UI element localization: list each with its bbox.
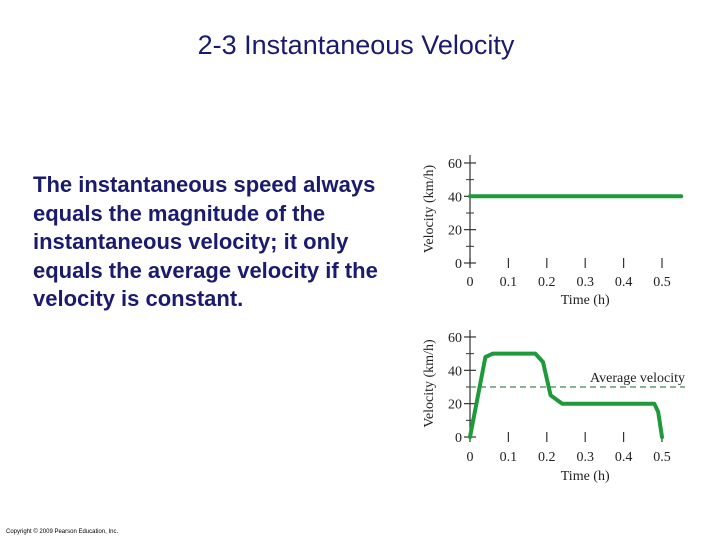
body-text: The instantaneous speed always equals th… <box>33 172 378 311</box>
x-tick-label: 0.3 <box>576 450 594 465</box>
copyright-text: Copyright © 2009 Pearson Education, Inc. <box>6 529 119 535</box>
x-tick-label: 0.2 <box>538 275 556 290</box>
y-tick-label: 0 <box>455 431 462 446</box>
x-tick-label: 0.5 <box>653 275 671 290</box>
y-tick-label: 20 <box>448 398 462 413</box>
y-tick-label: 20 <box>448 224 462 239</box>
x-tick-label: 0.1 <box>500 275 518 290</box>
x-tick-label: 0 <box>467 450 474 465</box>
x-axis-label: Time (h) <box>561 293 610 308</box>
x-tick-label: 0 <box>467 275 474 290</box>
x-tick-label: 0.3 <box>576 275 594 290</box>
y-tick-label: 0 <box>455 257 462 272</box>
x-tick-label: 0.5 <box>653 450 671 465</box>
y-tick-label: 40 <box>448 364 462 379</box>
slide-title: 2-3 Instantaneous Velocity <box>197 30 515 60</box>
y-axis-label: Velocity (km/h) <box>422 165 437 254</box>
x-tick-label: 0.1 <box>500 450 518 465</box>
y-tick-label: 60 <box>448 157 462 172</box>
y-tick-label: 60 <box>448 331 462 346</box>
x-axis-label: Time (h) <box>561 469 610 484</box>
y-axis-label: Velocity (km/h) <box>422 339 437 428</box>
x-tick-label: 0.4 <box>615 450 633 465</box>
y-tick-label: 40 <box>448 190 462 205</box>
velocity-series-line <box>468 351 664 439</box>
average-velocity-label: Average velocity <box>590 371 685 386</box>
x-tick-label: 0.2 <box>538 450 556 465</box>
x-tick-label: 0.4 <box>615 275 633 290</box>
